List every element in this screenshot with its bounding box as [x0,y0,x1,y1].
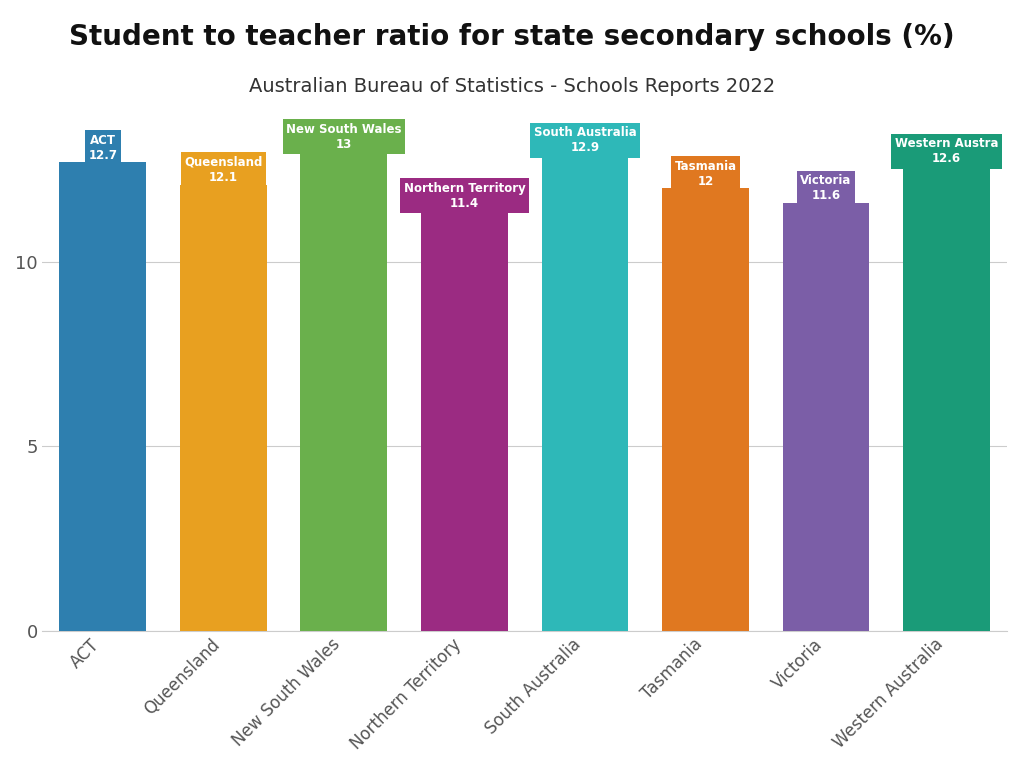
Text: Student to teacher ratio for state secondary schools (%): Student to teacher ratio for state secon… [70,23,954,51]
Text: South Australia
12.9: South Australia 12.9 [534,127,636,154]
Bar [542,155,629,631]
Bar [59,163,146,631]
Bar [663,188,749,631]
Text: ACT
12.7: ACT 12.7 [88,134,118,162]
Bar [180,184,266,631]
Bar [300,151,387,631]
Bar [421,210,508,631]
Text: Queensland
12.1: Queensland 12.1 [184,156,262,184]
Bar [903,166,990,631]
Text: New South Wales
13: New South Wales 13 [286,123,401,151]
Bar [782,203,869,631]
Text: Australian Bureau of Statistics - Schools Reports 2022: Australian Bureau of Statistics - School… [249,77,775,96]
Text: Victoria
11.6: Victoria 11.6 [801,174,852,202]
Text: Western Austra
12.6: Western Austra 12.6 [895,137,998,165]
Text: Northern Territory
11.4: Northern Territory 11.4 [403,182,525,210]
Text: Tasmania
12: Tasmania 12 [675,160,736,187]
